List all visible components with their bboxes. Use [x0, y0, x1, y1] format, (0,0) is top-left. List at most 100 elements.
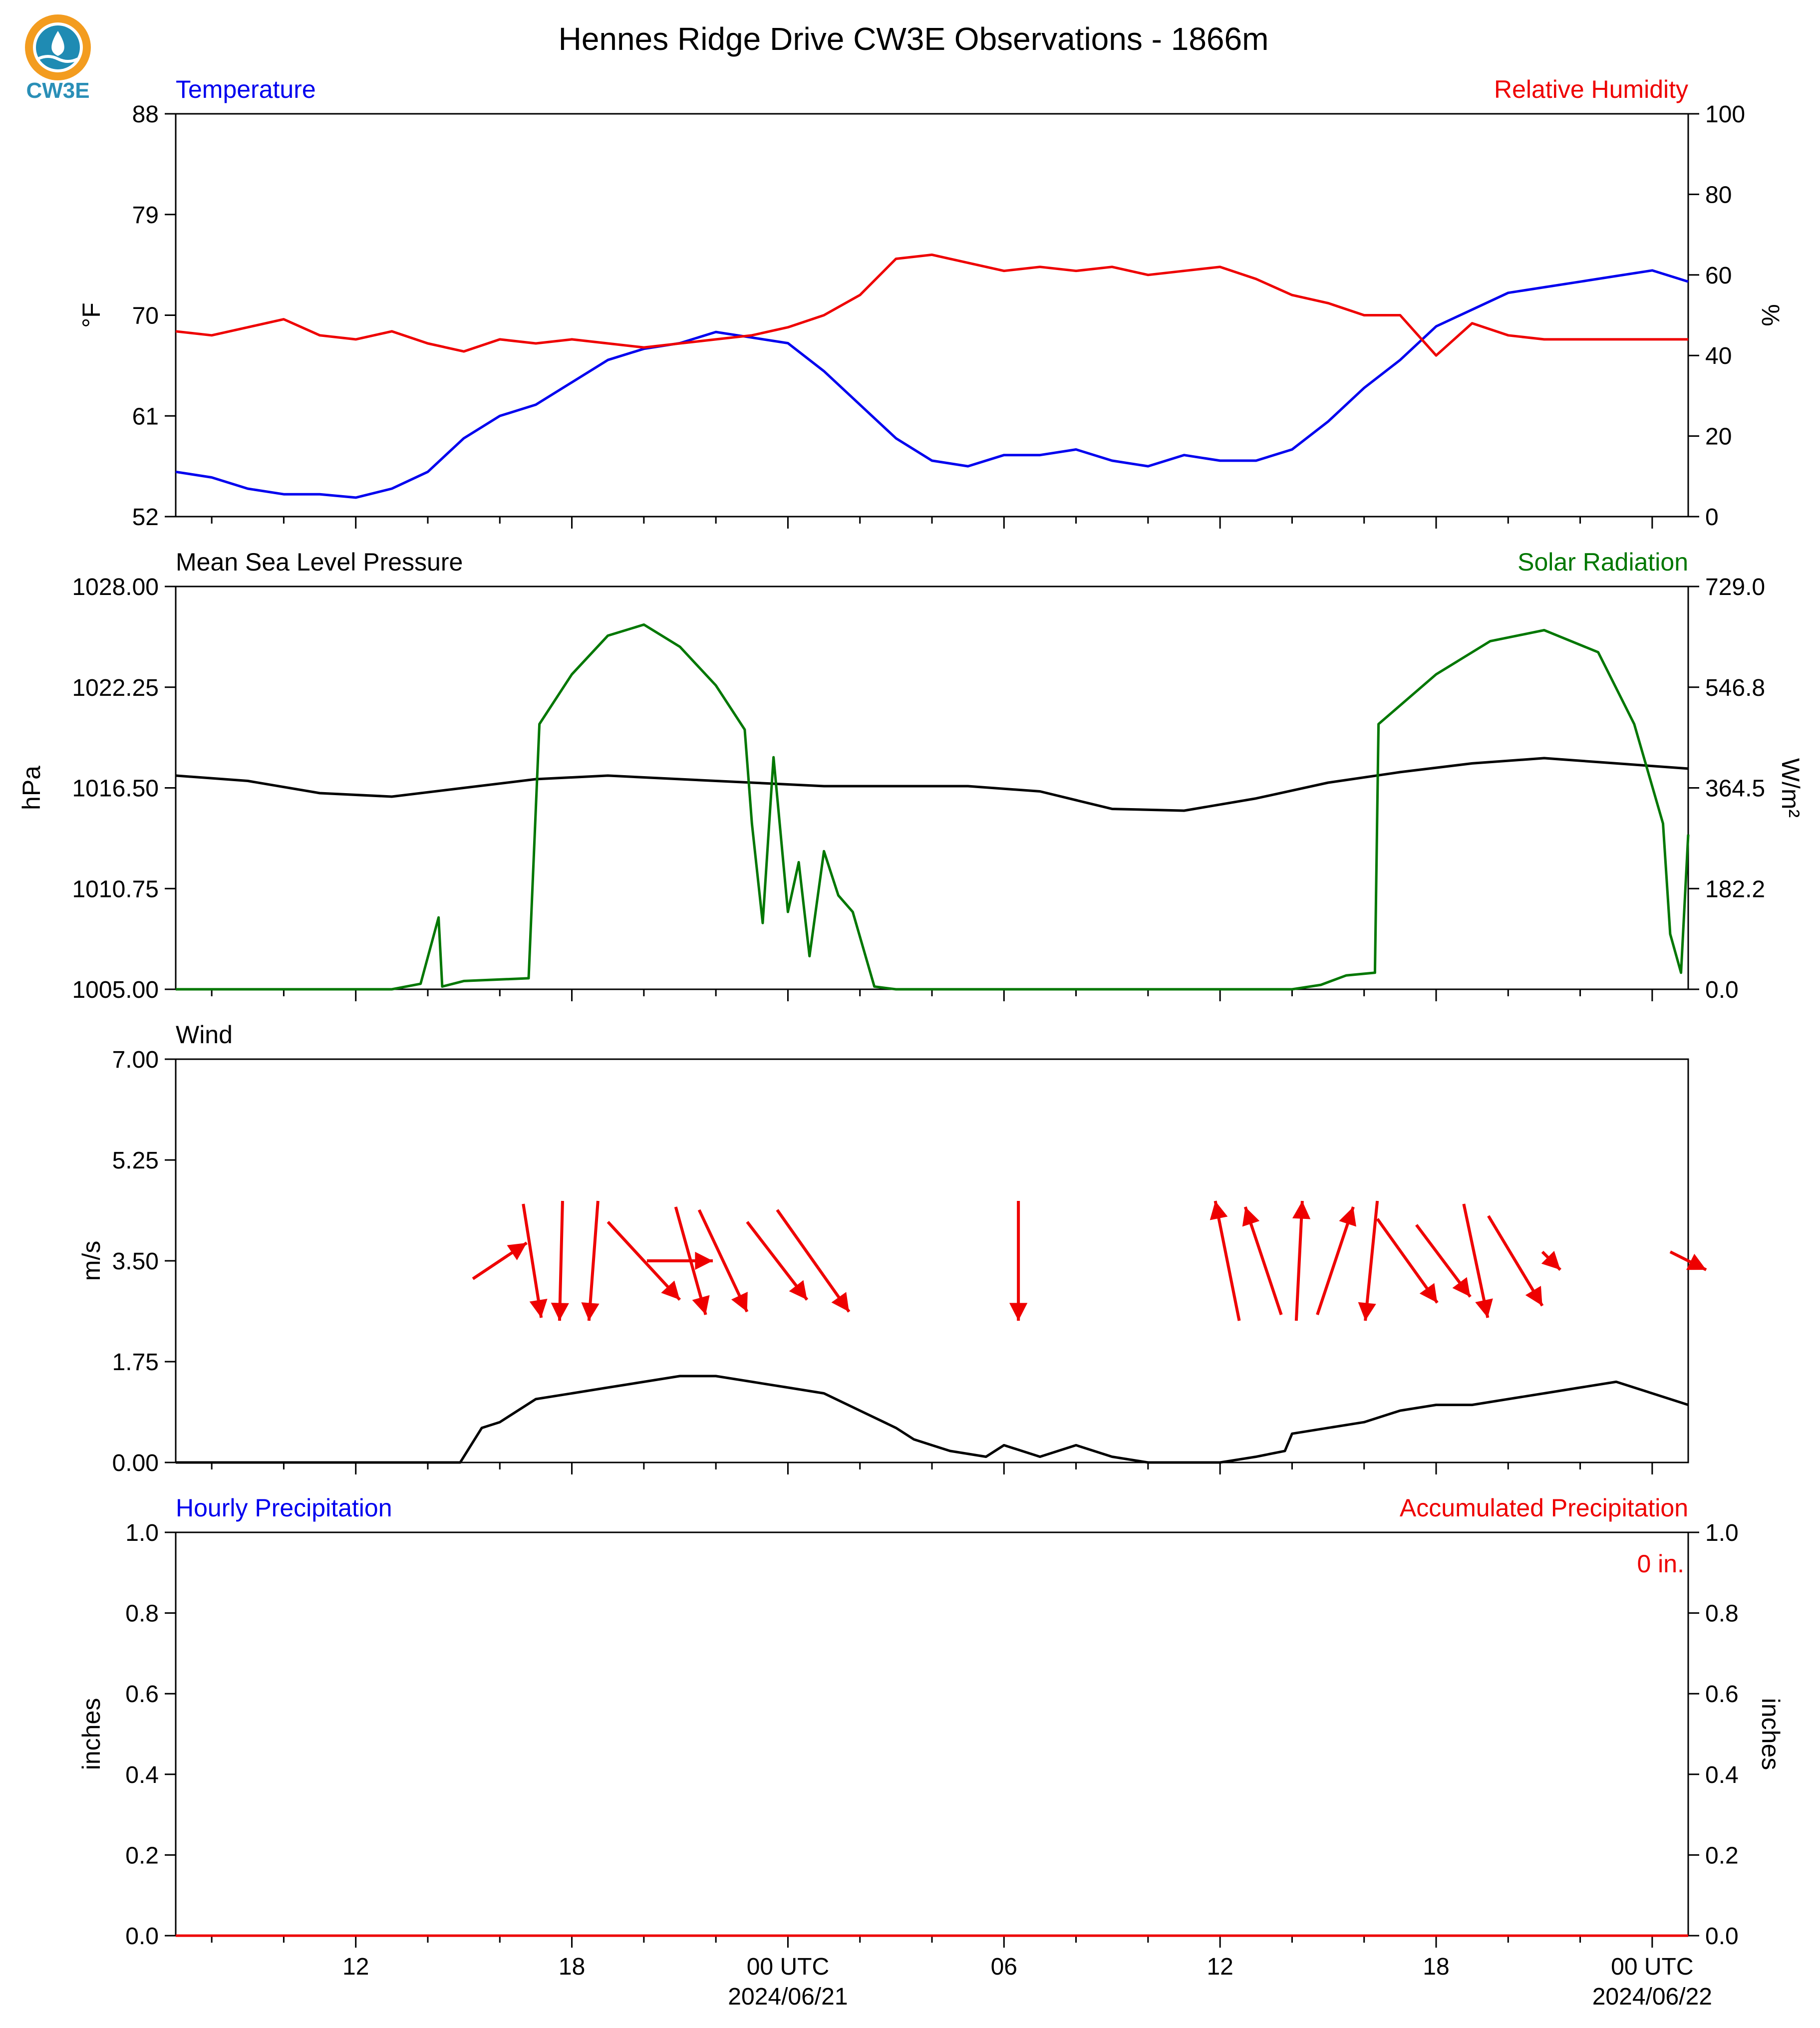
- wind-vector-shaft: [697, 1209, 749, 1313]
- wind-vector-arrowhead-icon: [529, 1298, 548, 1318]
- logo-text: CW3E: [26, 78, 89, 103]
- left-tick-label: 1028.00: [72, 574, 159, 600]
- right-tick-label: 1.0: [1705, 1520, 1739, 1546]
- wind-vector-shaft: [587, 1200, 600, 1321]
- left-axis-label: °F: [77, 302, 105, 328]
- right-tick-label: 20: [1705, 424, 1732, 450]
- left-tick-label: 0.8: [125, 1601, 159, 1627]
- left-tick-label: 52: [132, 504, 159, 531]
- wind-vector-shaft: [1364, 1200, 1379, 1321]
- logo-wave-icon: [37, 55, 79, 63]
- left-tick-label: 0.00: [112, 1450, 159, 1476]
- left-tick-label: 0.2: [125, 1842, 159, 1869]
- wind-vector-arrowhead-icon: [1009, 1303, 1028, 1321]
- left-tick-label: 1.0: [125, 1520, 159, 1546]
- wind-vector-shaft: [776, 1209, 851, 1313]
- x-date-label: 2024/06/21: [728, 1984, 848, 2010]
- wind-vector-shaft: [674, 1206, 707, 1315]
- x-tick-label: 18: [1423, 1954, 1449, 1980]
- wind-vector-arrowhead-icon: [661, 1280, 680, 1300]
- left-tick-label: 3.50: [112, 1248, 159, 1275]
- right-tick-label: 40: [1705, 343, 1732, 369]
- left-tick-label: 0.4: [125, 1762, 159, 1788]
- left-tick-label: 70: [132, 303, 159, 329]
- right-tick-label: 80: [1705, 182, 1732, 208]
- wind-vector-arrowhead-icon: [692, 1295, 710, 1315]
- right-tick-label: 364.5: [1705, 776, 1765, 802]
- right-axis-label: inches: [1757, 1698, 1785, 1770]
- x-tick-label: 12: [342, 1954, 369, 1980]
- panel-left-title: Mean Sea Level Pressure: [176, 548, 463, 576]
- left-tick-label: 1005.00: [72, 977, 159, 1003]
- accumulated-total-label: 0 in.: [1637, 1550, 1684, 1578]
- panel-right-title: Accumulated Precipitation: [1400, 1494, 1688, 1522]
- x-axis: 12 18 00 UTC 06 12 18 00 UTC 2024/06/21 2024/06/…: [342, 1954, 1712, 2010]
- right-tick-label: 546.8: [1705, 675, 1765, 701]
- left-tick-label: 79: [132, 202, 159, 229]
- panel-right-title: Relative Humidity: [1494, 75, 1688, 103]
- wind-vector-arrowhead-icon: [1686, 1253, 1706, 1270]
- left-tick-label: 5.25: [112, 1148, 159, 1174]
- wind-vector-arrowhead-icon: [1339, 1207, 1356, 1227]
- panel-right-title: Solar Radiation: [1517, 548, 1688, 576]
- wind-vector-arrowhead-icon: [1452, 1277, 1471, 1297]
- wind-vector-arrowhead-icon: [1419, 1283, 1438, 1303]
- figure-title: Hennes Ridge Drive CW3E Observations - 1…: [559, 21, 1269, 57]
- wind-vector-arrowhead-icon: [507, 1243, 527, 1260]
- right-tick-label: 0.6: [1705, 1681, 1739, 1708]
- right-axis-label: %: [1757, 304, 1785, 326]
- series-line-temperature: [175, 269, 1689, 499]
- wind-vector-arrowhead-icon: [831, 1292, 849, 1312]
- wind-vector-shaft: [558, 1200, 564, 1321]
- series-line-mean-sea-level-pressure: [175, 757, 1689, 812]
- left-tick-label: 7.00: [112, 1047, 159, 1073]
- wind-vector-shaft: [1462, 1203, 1490, 1318]
- panel-precipitation: Hourly Precipitation Accumulated Precipit…: [77, 1494, 1785, 1950]
- right-tick-label: 100: [1705, 101, 1745, 128]
- left-tick-label: 61: [132, 403, 159, 430]
- right-tick-label: 0.2: [1705, 1842, 1739, 1869]
- x-tick-label: 06: [991, 1954, 1017, 1980]
- series-line-relative-humidity: [175, 253, 1688, 357]
- right-tick-label: 0.4: [1705, 1762, 1739, 1788]
- wind-vector-arrowhead-icon: [789, 1280, 807, 1300]
- wind-vector-arrowhead-icon: [1541, 1250, 1560, 1270]
- cw3e-logo: CW3E: [25, 14, 91, 103]
- x-tick-label: 00 UTC: [1611, 1954, 1693, 1980]
- panel-left-title: Hourly Precipitation: [176, 1494, 392, 1522]
- wind-vector-shaft: [522, 1203, 543, 1318]
- wind-vector-shaft: [1243, 1206, 1283, 1315]
- x-tick-label: 18: [559, 1954, 585, 1980]
- right-tick-label: 0: [1705, 504, 1719, 531]
- right-tick-label: 0.8: [1705, 1601, 1739, 1627]
- wind-vector-shaft: [1294, 1200, 1304, 1321]
- logo-ring-icon: [25, 14, 91, 80]
- wind-vector-arrowhead-icon: [1358, 1302, 1376, 1321]
- wind-vector-arrowhead-icon: [695, 1251, 713, 1270]
- wind-vector-arrowhead-icon: [581, 1302, 600, 1321]
- panel-left-title: Temperature: [176, 75, 316, 103]
- wind-vector-arrowhead-icon: [1525, 1286, 1542, 1306]
- left-axis-label: hPa: [17, 766, 45, 810]
- panel-wind: Wind 7.00 5.25 3.50 1.75 0.00 m/s: [77, 1021, 1707, 1476]
- wind-vector-arrowhead-icon: [731, 1292, 748, 1312]
- left-tick-label: 88: [132, 101, 159, 128]
- left-axis-label: m/s: [77, 1241, 105, 1281]
- right-tick-label: 729.0: [1705, 574, 1765, 600]
- panel-left-title: Wind: [176, 1021, 233, 1049]
- left-tick-label: 1.75: [112, 1349, 159, 1376]
- wind-vector-arrowhead-icon: [551, 1302, 569, 1321]
- left-tick-label: 1010.75: [72, 876, 159, 902]
- wind-vector-shaft: [1316, 1206, 1355, 1315]
- wind-vector-arrowhead-icon: [1292, 1201, 1311, 1219]
- wind-vector-arrowhead-icon: [1475, 1298, 1493, 1318]
- right-tick-label: 0.0: [1705, 1923, 1739, 1950]
- left-axis-label: inches: [77, 1698, 105, 1770]
- x-tick-label: 00 UTC: [747, 1954, 829, 1980]
- right-axis-label: W/m²: [1777, 758, 1805, 818]
- right-tick-label: 182.2: [1705, 876, 1765, 902]
- x-tick-label: 12: [1207, 1954, 1233, 1980]
- left-tick-label: 1022.25: [72, 675, 159, 701]
- wind-vector-arrowhead-icon: [1210, 1201, 1228, 1220]
